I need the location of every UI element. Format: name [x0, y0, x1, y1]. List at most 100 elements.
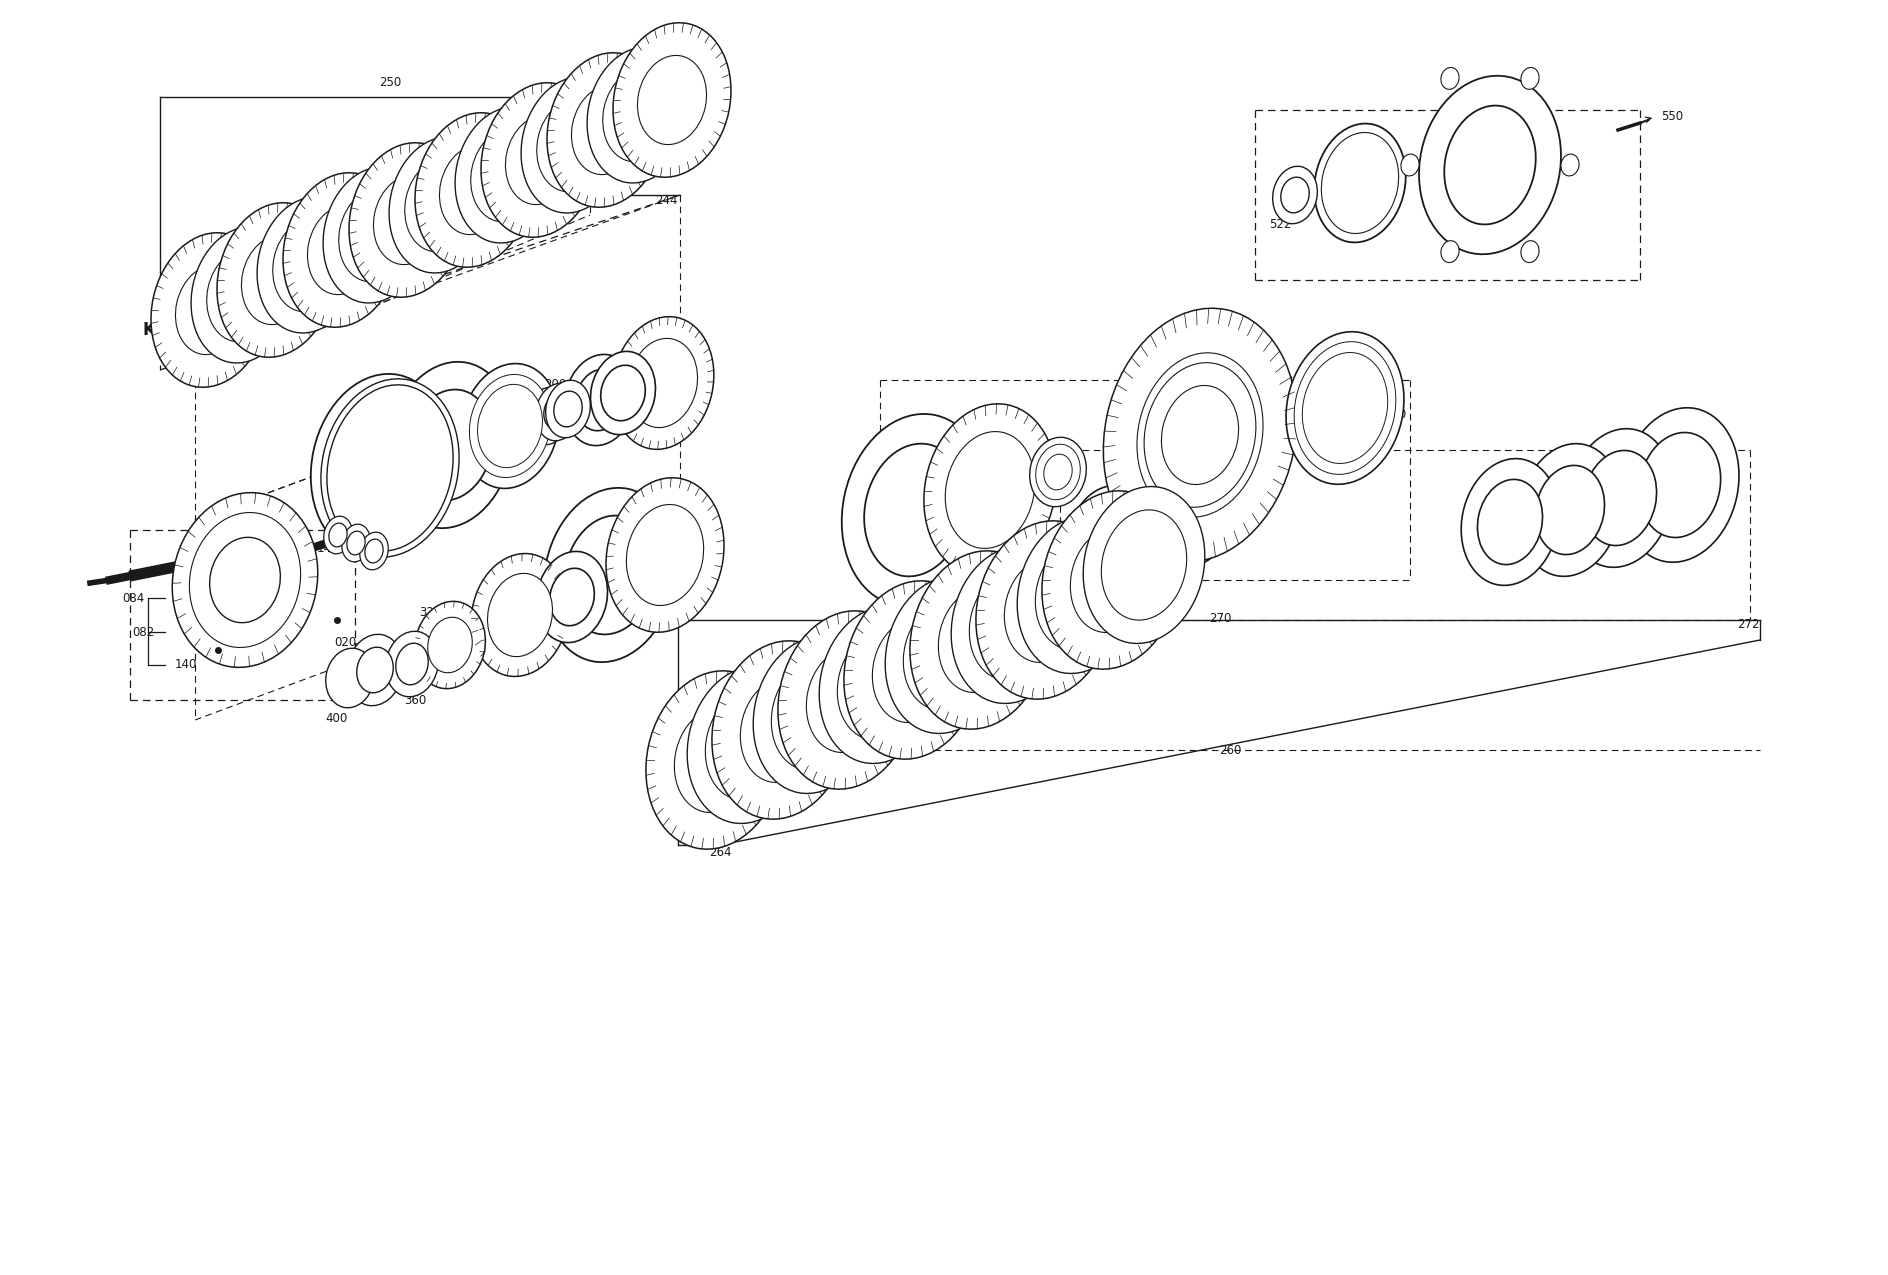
Ellipse shape — [1273, 166, 1318, 223]
Ellipse shape — [338, 189, 412, 282]
Text: 220: 220 — [619, 408, 642, 422]
Text: 530: 530 — [1503, 215, 1524, 228]
Ellipse shape — [1314, 124, 1407, 242]
Text: 320: 320 — [483, 574, 506, 586]
Ellipse shape — [544, 488, 676, 662]
Ellipse shape — [612, 316, 714, 449]
Ellipse shape — [272, 218, 346, 312]
Ellipse shape — [349, 143, 466, 297]
Ellipse shape — [1161, 385, 1239, 484]
Text: 180: 180 — [882, 541, 904, 553]
Ellipse shape — [1535, 465, 1605, 555]
Ellipse shape — [1478, 479, 1542, 565]
Ellipse shape — [536, 384, 580, 441]
Ellipse shape — [969, 570, 1055, 680]
Ellipse shape — [1018, 516, 1138, 673]
Ellipse shape — [191, 227, 295, 363]
Text: 242: 242 — [389, 213, 412, 227]
Ellipse shape — [396, 643, 429, 685]
Ellipse shape — [1159, 474, 1231, 566]
Ellipse shape — [429, 617, 472, 673]
Ellipse shape — [687, 667, 808, 824]
Ellipse shape — [374, 176, 442, 265]
Ellipse shape — [712, 641, 850, 819]
Ellipse shape — [923, 404, 1055, 576]
Ellipse shape — [364, 539, 383, 562]
Ellipse shape — [1293, 342, 1395, 474]
Ellipse shape — [536, 98, 610, 191]
Ellipse shape — [1067, 486, 1154, 594]
Ellipse shape — [323, 167, 427, 303]
Ellipse shape — [415, 602, 485, 688]
Ellipse shape — [778, 611, 916, 789]
Text: 210: 210 — [1669, 493, 1692, 506]
Ellipse shape — [772, 660, 857, 770]
Ellipse shape — [347, 634, 404, 705]
Ellipse shape — [740, 677, 821, 783]
Ellipse shape — [885, 576, 1006, 733]
Ellipse shape — [1303, 352, 1388, 464]
Ellipse shape — [1522, 68, 1539, 89]
Ellipse shape — [1322, 133, 1399, 233]
Ellipse shape — [1070, 528, 1152, 632]
Ellipse shape — [470, 129, 544, 222]
Text: 200: 200 — [1174, 542, 1197, 555]
Ellipse shape — [257, 198, 361, 333]
Ellipse shape — [1044, 454, 1072, 490]
Ellipse shape — [1444, 106, 1535, 224]
Ellipse shape — [1042, 491, 1180, 669]
Ellipse shape — [461, 363, 559, 488]
Ellipse shape — [1129, 497, 1180, 562]
Text: 540: 540 — [1346, 209, 1369, 222]
Text: 220: 220 — [1135, 548, 1155, 561]
Ellipse shape — [1040, 449, 1076, 495]
Ellipse shape — [938, 588, 1020, 692]
Ellipse shape — [1280, 177, 1308, 213]
Ellipse shape — [408, 390, 493, 501]
Ellipse shape — [1522, 241, 1539, 263]
Ellipse shape — [1116, 481, 1193, 580]
Ellipse shape — [1101, 510, 1188, 620]
Text: 390: 390 — [353, 641, 376, 654]
Ellipse shape — [548, 52, 665, 208]
Ellipse shape — [521, 76, 625, 213]
Ellipse shape — [1029, 437, 1086, 506]
Ellipse shape — [327, 385, 453, 551]
Text: 082: 082 — [132, 626, 155, 639]
Ellipse shape — [753, 636, 874, 793]
Ellipse shape — [323, 516, 353, 553]
Ellipse shape — [1137, 353, 1263, 518]
Ellipse shape — [544, 394, 572, 430]
Text: 244: 244 — [655, 194, 678, 207]
Text: 210: 210 — [498, 465, 521, 478]
Text: 490: 490 — [1278, 374, 1301, 386]
Ellipse shape — [952, 547, 1072, 704]
Ellipse shape — [572, 85, 640, 175]
Ellipse shape — [976, 521, 1114, 699]
Text: 320: 320 — [419, 607, 442, 620]
Ellipse shape — [308, 205, 376, 295]
Ellipse shape — [1461, 459, 1559, 585]
Ellipse shape — [1286, 332, 1405, 484]
Text: 400: 400 — [327, 711, 347, 724]
Ellipse shape — [614, 23, 731, 177]
Text: 360: 360 — [404, 694, 427, 706]
Ellipse shape — [602, 68, 676, 162]
Ellipse shape — [206, 249, 279, 342]
Ellipse shape — [389, 136, 493, 273]
Ellipse shape — [600, 365, 646, 421]
Ellipse shape — [1622, 408, 1739, 562]
Ellipse shape — [470, 375, 551, 478]
Text: 170: 170 — [349, 493, 372, 506]
Ellipse shape — [472, 553, 568, 677]
Text: 160: 160 — [1709, 468, 1731, 482]
Text: 520: 520 — [1384, 408, 1407, 422]
Ellipse shape — [844, 581, 982, 759]
Text: 190: 190 — [661, 514, 683, 527]
Text: 080: 080 — [244, 533, 266, 547]
Ellipse shape — [1305, 356, 1386, 460]
Text: 140: 140 — [176, 658, 196, 672]
Ellipse shape — [946, 431, 1035, 548]
Ellipse shape — [1441, 241, 1459, 263]
Text: 230: 230 — [1074, 511, 1097, 524]
